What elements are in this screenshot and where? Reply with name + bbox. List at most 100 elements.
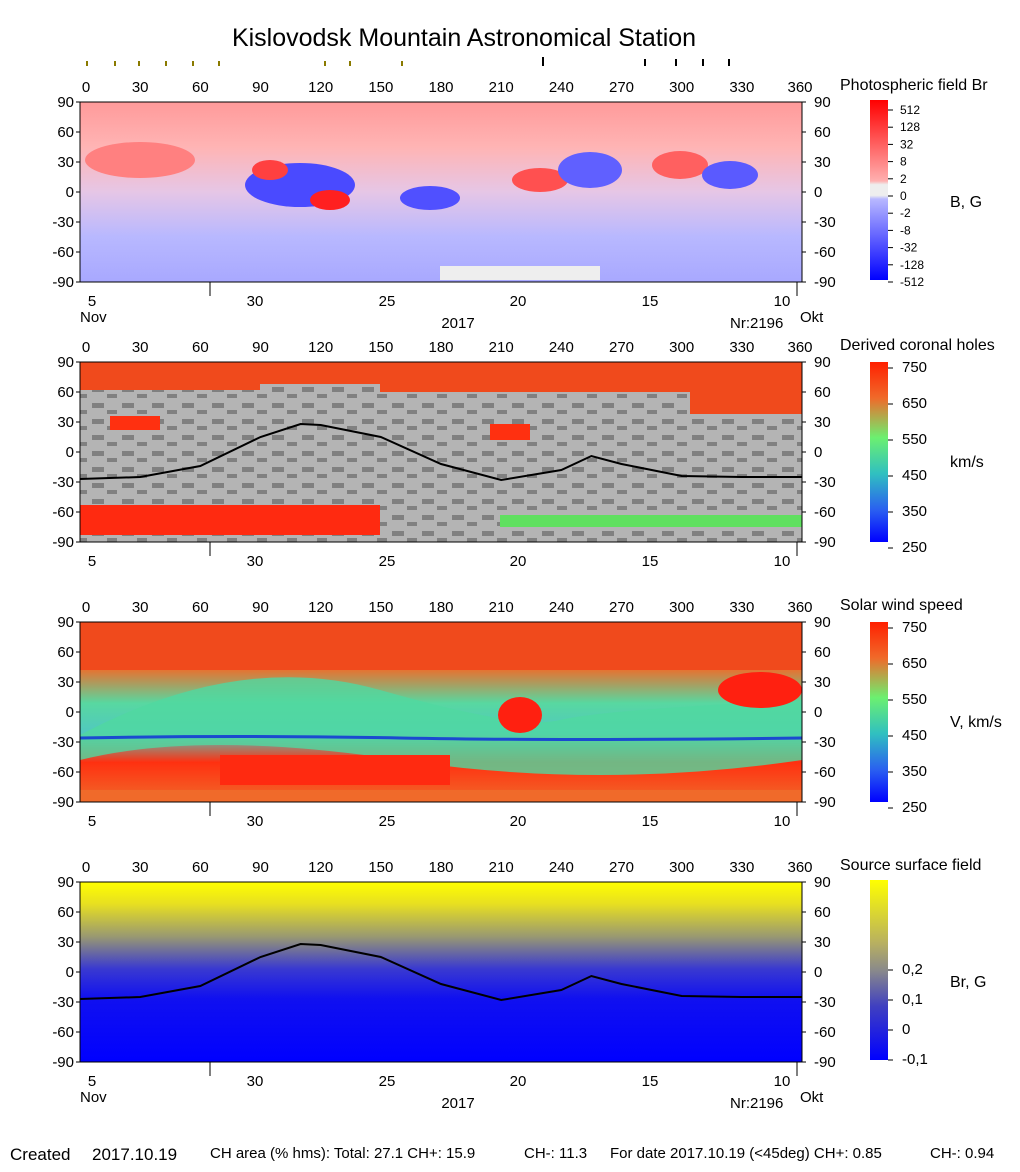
latitude-tick-left: 0 bbox=[66, 704, 74, 721]
longitude-tick: 270 bbox=[609, 79, 634, 96]
colorbar-tick: 750 bbox=[902, 619, 927, 636]
longitude-tick: 240 bbox=[549, 599, 574, 616]
latitude-tick-right: -30 bbox=[814, 214, 836, 231]
longitude-tick: 90 bbox=[252, 859, 269, 876]
longitude-tick: 120 bbox=[308, 599, 333, 616]
panel-label: Source surface field bbox=[840, 857, 981, 874]
source-surface-panel bbox=[80, 882, 802, 1062]
latitude-tick-left: -30 bbox=[52, 994, 74, 1011]
colorbar-tick: 512 bbox=[900, 103, 920, 117]
panel-label: Derived coronal holes bbox=[840, 337, 995, 354]
top-markers-black bbox=[542, 57, 730, 66]
longitude-tick: 30 bbox=[132, 599, 149, 616]
colorbar-tick: -32 bbox=[900, 241, 918, 255]
colorbar-tick: 128 bbox=[900, 120, 920, 134]
date-tick: 10 bbox=[774, 293, 791, 310]
longitude-tick: 330 bbox=[729, 339, 754, 356]
latitude-tick-right: 90 bbox=[814, 354, 831, 371]
colorbar-tick: -2 bbox=[900, 206, 911, 220]
colorbar-tick: -512 bbox=[900, 275, 924, 289]
longitude-tick: 330 bbox=[729, 859, 754, 876]
latitude-tick-right: 0 bbox=[814, 704, 822, 721]
latitude-tick-left: -60 bbox=[52, 1024, 74, 1041]
longitude-tick: 150 bbox=[368, 79, 393, 96]
longitude-tick: 0 bbox=[82, 339, 90, 356]
date-tick: 5 bbox=[88, 813, 96, 830]
colorbar-tick: 8 bbox=[900, 155, 907, 169]
longitude-tick: 90 bbox=[252, 339, 269, 356]
unit-label: Br, G bbox=[950, 974, 986, 991]
rotation-number: Nr:2196 bbox=[730, 315, 783, 332]
colorbar-tick: 350 bbox=[902, 503, 927, 520]
longitude-tick: 120 bbox=[308, 339, 333, 356]
latitude-tick-right: -60 bbox=[814, 764, 836, 781]
latitude-tick-right: -90 bbox=[814, 794, 836, 811]
date-tick: 20 bbox=[510, 553, 527, 570]
date-tick: 5 bbox=[88, 553, 96, 570]
top-markers bbox=[86, 61, 403, 66]
colorbar-tick: -0,1 bbox=[902, 1051, 928, 1068]
month-right: Okt bbox=[800, 1089, 824, 1106]
longitude-tick: 180 bbox=[428, 859, 453, 876]
ch-area: CH area (% hms): Total: 27.1 CH+: 15.9 bbox=[210, 1145, 475, 1162]
latitude-tick-left: 30 bbox=[57, 154, 74, 171]
colorbar-tick: 650 bbox=[902, 395, 927, 412]
date-tick: 10 bbox=[774, 813, 791, 830]
longitude-tick: 90 bbox=[252, 599, 269, 616]
latitude-tick-right: 60 bbox=[814, 904, 831, 921]
unit-label: km/s bbox=[950, 454, 984, 471]
latitude-tick-right: 0 bbox=[814, 444, 822, 461]
longitude-tick: 270 bbox=[609, 599, 634, 616]
colorbar-coronal bbox=[870, 362, 888, 542]
longitude-tick: 180 bbox=[428, 79, 453, 96]
latitude-tick-right: 0 bbox=[814, 184, 822, 201]
latitude-tick-right: 60 bbox=[814, 384, 831, 401]
month-left: Nov bbox=[80, 1089, 107, 1106]
colorbar-tick: -8 bbox=[900, 223, 911, 237]
created-label: Created bbox=[10, 1145, 70, 1164]
date-tick: 25 bbox=[379, 553, 396, 570]
longitude-tick: 150 bbox=[368, 599, 393, 616]
latitude-tick-right: -90 bbox=[814, 534, 836, 551]
longitude-tick: 60 bbox=[192, 859, 209, 876]
longitude-tick: 60 bbox=[192, 599, 209, 616]
latitude-tick-left: 0 bbox=[66, 184, 74, 201]
longitude-tick: 30 bbox=[132, 79, 149, 96]
panel-label: Photospheric field Br bbox=[840, 77, 988, 94]
longitude-tick: 60 bbox=[192, 79, 209, 96]
colorbar-tick: 550 bbox=[902, 691, 927, 708]
coronal-holes-panel bbox=[80, 362, 802, 542]
latitude-tick-left: 90 bbox=[57, 354, 74, 371]
longitude-tick: 0 bbox=[82, 599, 90, 616]
latitude-tick-left: 0 bbox=[66, 444, 74, 461]
latitude-tick-left: -90 bbox=[52, 1054, 74, 1071]
latitude-tick-left: -60 bbox=[52, 764, 74, 781]
latitude-tick-right: -60 bbox=[814, 1024, 836, 1041]
longitude-tick: 360 bbox=[787, 79, 812, 96]
date-tick: 10 bbox=[774, 553, 791, 570]
unit-label: B, G bbox=[950, 194, 982, 211]
year-label: 2017 bbox=[441, 1095, 474, 1112]
latitude-tick-left: 90 bbox=[57, 614, 74, 631]
latitude-tick-right: 60 bbox=[814, 124, 831, 141]
latitude-tick-right: 30 bbox=[814, 934, 831, 951]
date-tick: 30 bbox=[247, 553, 264, 570]
date-tick: 15 bbox=[642, 293, 659, 310]
latitude-tick-right: -60 bbox=[814, 244, 836, 261]
date-tick: 25 bbox=[379, 813, 396, 830]
longitude-tick: 180 bbox=[428, 339, 453, 356]
latitude-tick-right: 30 bbox=[814, 154, 831, 171]
latitude-tick-left: -90 bbox=[52, 274, 74, 291]
latitude-tick-left: 60 bbox=[57, 644, 74, 661]
colorbar-tick: 350 bbox=[902, 763, 927, 780]
longitude-tick: 210 bbox=[489, 599, 514, 616]
month-right: Okt bbox=[800, 309, 824, 326]
latitude-tick-left: 0 bbox=[66, 964, 74, 981]
rotation-number: Nr:2196 bbox=[730, 1095, 783, 1112]
longitude-tick: 60 bbox=[192, 339, 209, 356]
colorbar-tick: 0 bbox=[902, 1021, 910, 1038]
date-tick: 5 bbox=[88, 1073, 96, 1090]
date-tick: 20 bbox=[510, 1073, 527, 1090]
date-tick: 30 bbox=[247, 293, 264, 310]
latitude-tick-left: -60 bbox=[52, 504, 74, 521]
